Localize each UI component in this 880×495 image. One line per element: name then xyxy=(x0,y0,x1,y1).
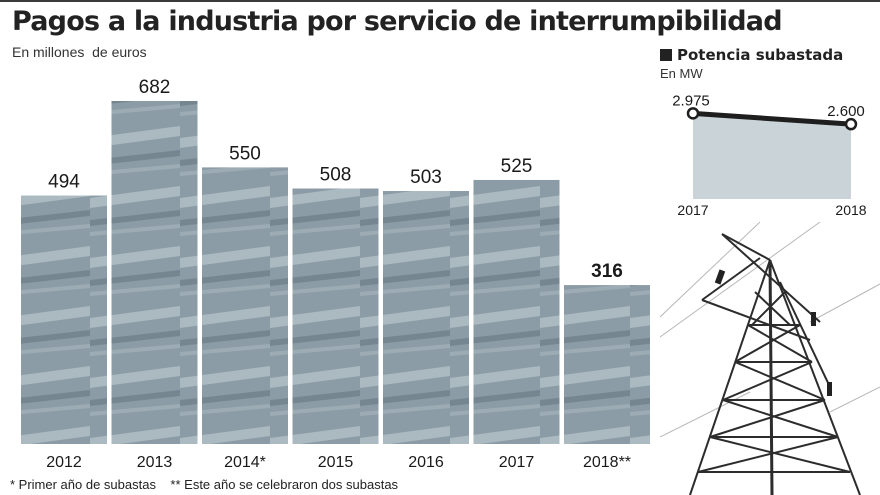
bar-2017 xyxy=(473,179,560,444)
x-tick-label: 2012 xyxy=(46,454,82,471)
x-tick-label: 2017 xyxy=(677,202,708,218)
bar-2015 xyxy=(292,188,379,444)
chart-title: Pagos a la industria por servicio de int… xyxy=(12,6,783,37)
data-point xyxy=(686,107,700,120)
side-chart-subtitle: En MW xyxy=(660,66,703,81)
bar-2016 xyxy=(383,191,469,444)
power-cables xyxy=(660,222,880,438)
x-tick-label: 2016 xyxy=(408,454,444,471)
x-tick-label: 2013 xyxy=(137,454,173,471)
bar-2018 xyxy=(564,285,650,444)
value-label: 494 xyxy=(48,172,80,193)
value-label: 316 xyxy=(591,261,623,282)
tower-lattice xyxy=(689,233,861,495)
value-label: 682 xyxy=(139,77,171,98)
top-rule xyxy=(0,0,880,2)
value-label: 550 xyxy=(229,143,261,164)
value-label: 503 xyxy=(410,167,442,188)
value-label: 508 xyxy=(320,165,352,186)
value-label: 2.975 xyxy=(672,92,710,109)
power-tower-illustration xyxy=(660,222,880,495)
side-chart-title-text: Potencia subastada xyxy=(677,46,844,64)
data-point xyxy=(844,117,858,131)
insulators xyxy=(714,269,832,396)
side-chart-title: Potencia subastada xyxy=(660,46,843,64)
x-tick-label: 2017 xyxy=(499,454,535,471)
area-chart: 2.975 2017 2.600 2018 xyxy=(672,92,867,218)
square-icon xyxy=(660,49,672,61)
bar-2013 xyxy=(111,101,198,444)
chart-subtitle: En millones de euros xyxy=(12,44,147,60)
bar-2014 xyxy=(202,167,288,445)
footnote: * Primer año de subastas ** Este año se … xyxy=(10,477,399,492)
value-label: 525 xyxy=(501,156,533,177)
series-line xyxy=(692,110,852,127)
bar-chart: 494 682 550 508 503 525 316 2012 2013 2014* 2015 2… xyxy=(21,77,650,471)
x-tick-label: 2018 xyxy=(835,202,866,218)
x-tick-label: 2018** xyxy=(583,454,631,471)
area-fill xyxy=(693,113,851,199)
bar-2012 xyxy=(21,195,107,444)
x-tick-label: 2015 xyxy=(318,454,354,471)
x-tick-label: 2014* xyxy=(224,454,266,471)
value-label: 2.600 xyxy=(827,103,865,120)
